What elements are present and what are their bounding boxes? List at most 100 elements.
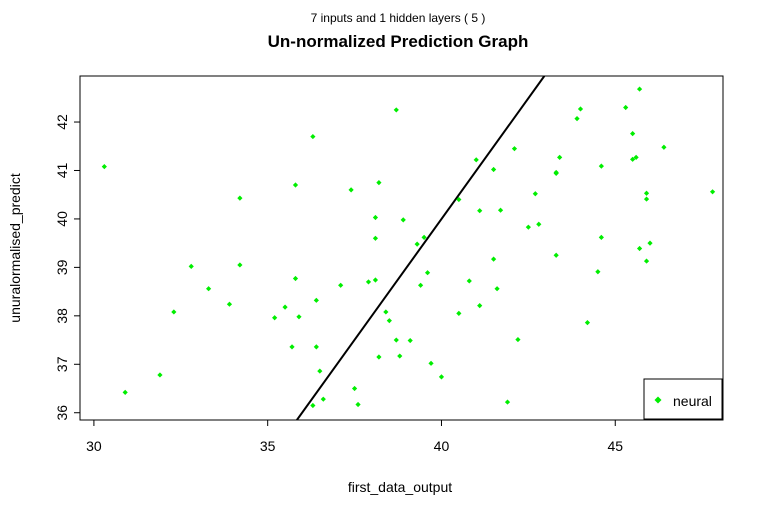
plot-area [101,76,716,420]
data-point [313,344,319,350]
data-point [351,385,358,392]
data-point [421,234,427,240]
data-point [630,156,636,162]
data-point [511,146,518,152]
y-axis-label: unuralormalised_predict [7,173,23,323]
data-point [414,241,420,247]
data-point [709,189,716,195]
data-point [497,207,504,213]
x-tick-label: 30 [86,438,102,454]
data-point [226,301,233,307]
y-tick-label: 39 [54,259,70,275]
data-point [376,354,382,360]
data-point [577,106,584,112]
chart-subtitle: 7 inputs and 1 hidden layers ( 5 ) [311,11,486,25]
data-point [647,240,653,246]
data-point [595,269,601,275]
data-point [630,131,636,137]
data-point [557,154,563,160]
y-tick-label: 41 [54,162,70,178]
data-point [355,401,361,408]
prediction-line [296,76,546,420]
data-point [393,337,399,343]
data-point [122,389,128,395]
data-point [466,278,472,284]
data-point [504,399,511,405]
data-point [633,154,639,160]
data-point [365,279,372,285]
y-tick-label: 42 [54,114,70,130]
data-point [532,191,538,197]
data-point [188,263,194,270]
data-point [418,282,424,288]
data-point [282,304,288,310]
data-point [598,234,604,240]
data-point [428,360,434,366]
data-point [661,144,667,150]
data-point [310,402,316,409]
data-point [456,310,462,317]
data-point [101,164,107,170]
data-point [393,107,399,113]
data-point [525,224,531,230]
x-axis: 30 35 40 45 [86,420,623,454]
data-point [372,277,379,283]
data-point [491,256,497,262]
x-axis-label: first_data_output [348,479,452,495]
chart-title: Un-normalized Prediction Graph [268,32,529,51]
data-point [296,314,302,320]
data-point [473,157,479,163]
data-point [574,116,580,122]
data-point [383,309,389,315]
data-point [317,368,323,374]
legend-label: neural [673,393,712,409]
legend: neural [643,378,723,420]
data-point [636,86,643,92]
data-point [643,196,650,202]
data-point [386,318,392,324]
data-point [456,196,462,203]
data-point [438,374,445,380]
data-point [237,262,243,268]
y-tick-label: 36 [54,405,70,421]
data-point [584,320,591,326]
data-point [536,221,542,227]
data-point [171,309,177,315]
data-point [477,303,483,309]
data-point [348,187,354,193]
data-point [310,133,316,140]
x-tick-label: 40 [434,438,450,454]
data-point [407,337,413,344]
y-tick-label: 37 [54,356,70,372]
data-point [643,190,650,196]
data-point [272,315,278,321]
data-point [623,104,629,111]
data-point [320,396,326,402]
data-point [289,344,295,350]
y-axis: 36 37 38 39 40 41 42 [54,114,80,421]
data-point [494,286,500,292]
x-tick-label: 45 [607,438,623,454]
plot-frame [79,75,724,421]
data-point [491,166,497,173]
data-point [477,208,483,214]
data-point [515,336,521,343]
legend-marker-icon [654,396,662,404]
x-tick-label: 35 [260,438,276,454]
data-point [292,182,299,188]
y-tick-label: 38 [54,308,70,324]
data-point [313,297,319,303]
data-point [553,252,559,258]
data-point [237,195,243,201]
data-point [397,353,403,359]
data-point [372,214,379,221]
data-point [292,275,299,282]
data-point [157,372,163,378]
data-point [376,179,382,186]
data-point [598,163,604,169]
data-point [372,235,379,241]
data-point [553,169,559,176]
data-point [643,258,650,264]
y-tick-label: 40 [54,211,70,227]
